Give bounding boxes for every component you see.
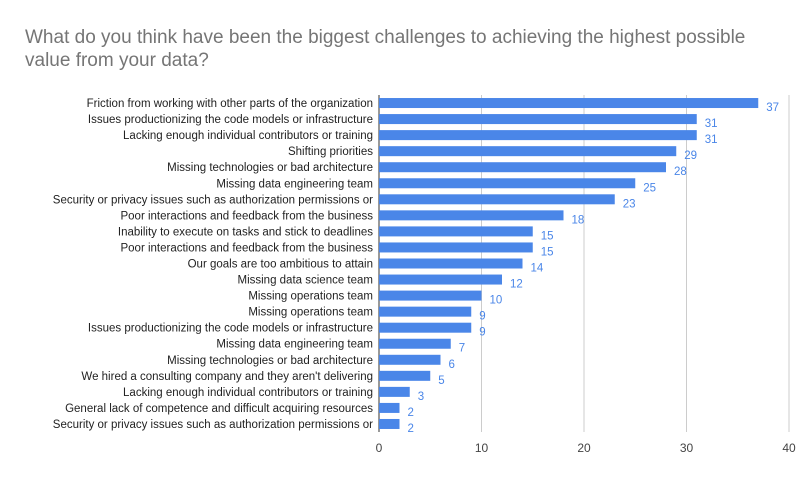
data-label: 31 <box>705 134 718 146</box>
data-label: 6 <box>449 359 455 371</box>
bar <box>379 146 677 157</box>
data-label: 12 <box>510 279 523 291</box>
bar <box>379 162 666 173</box>
category-label: Missing data science team <box>237 275 373 287</box>
x-tick-label: 20 <box>577 441 591 455</box>
bar <box>379 274 502 285</box>
category-label: General lack of competence and difficult… <box>65 403 373 415</box>
category-label: Shifting priorities <box>288 146 373 158</box>
data-label: 25 <box>643 182 656 194</box>
category-label: Lacking enough individual contributors o… <box>123 387 373 399</box>
data-label: 3 <box>418 391 424 403</box>
data-label: 9 <box>479 327 485 339</box>
data-label: 7 <box>459 343 465 355</box>
data-label: 18 <box>572 214 585 226</box>
x-tick-label: 0 <box>376 441 383 455</box>
bar <box>379 306 472 317</box>
category-label: Missing operations team <box>248 291 373 303</box>
bar <box>379 418 400 429</box>
data-label: 14 <box>531 263 544 275</box>
bar <box>379 194 615 205</box>
data-label: 9 <box>479 311 485 323</box>
category-label: Missing data engineering team <box>216 339 373 351</box>
bar <box>379 290 482 301</box>
category-label: Issues productionizing the code models o… <box>88 114 373 126</box>
data-label: 2 <box>408 407 414 419</box>
category-label: Missing technologies or bad architecture <box>167 162 373 174</box>
bar <box>379 114 697 125</box>
category-label: Issues productionizing the code models o… <box>88 323 373 335</box>
bar <box>379 370 431 381</box>
bar <box>379 354 441 365</box>
data-label: 37 <box>766 102 779 114</box>
x-tick-label: 40 <box>782 441 796 455</box>
data-label: 29 <box>684 150 697 162</box>
category-label: Friction from working with other parts o… <box>87 98 373 110</box>
data-label: 31 <box>705 118 718 130</box>
category-label: Lacking enough individual contributors o… <box>123 130 373 142</box>
bar <box>379 178 636 189</box>
bar <box>379 322 472 333</box>
bar <box>379 98 759 109</box>
bar <box>379 242 533 253</box>
chart-title: What do you think have been the biggest … <box>25 27 746 71</box>
category-label: Poor interactions and feedback from the … <box>120 242 373 254</box>
data-label: 15 <box>541 246 554 258</box>
category-label: Missing operations team <box>248 307 373 319</box>
category-label: We hired a consulting company and they a… <box>81 371 373 383</box>
x-tick-label: 30 <box>680 441 694 455</box>
category-label: Our goals are too ambitious to attain <box>188 259 373 271</box>
category-label: Poor interactions and feedback from the … <box>120 210 373 222</box>
bar <box>379 258 523 269</box>
bar <box>379 210 564 221</box>
category-label: Security or privacy issues such as autho… <box>53 419 373 431</box>
category-label: Inability to execute on tasks and stick … <box>118 226 373 238</box>
data-label: 23 <box>623 198 636 210</box>
x-tick-label: 10 <box>475 441 489 455</box>
bar <box>379 130 697 141</box>
bar <box>379 402 400 413</box>
data-label: 5 <box>438 375 444 387</box>
data-label: 15 <box>541 230 554 242</box>
category-label: Security or privacy issues such as autho… <box>53 194 373 206</box>
data-label: 28 <box>674 166 687 178</box>
data-label: 2 <box>408 423 414 435</box>
bar <box>379 338 451 349</box>
bar <box>379 226 533 237</box>
bar <box>379 386 410 397</box>
category-label: Missing data engineering team <box>216 178 373 190</box>
category-label: Missing technologies or bad architecture <box>167 355 373 367</box>
data-label: 10 <box>490 295 503 307</box>
